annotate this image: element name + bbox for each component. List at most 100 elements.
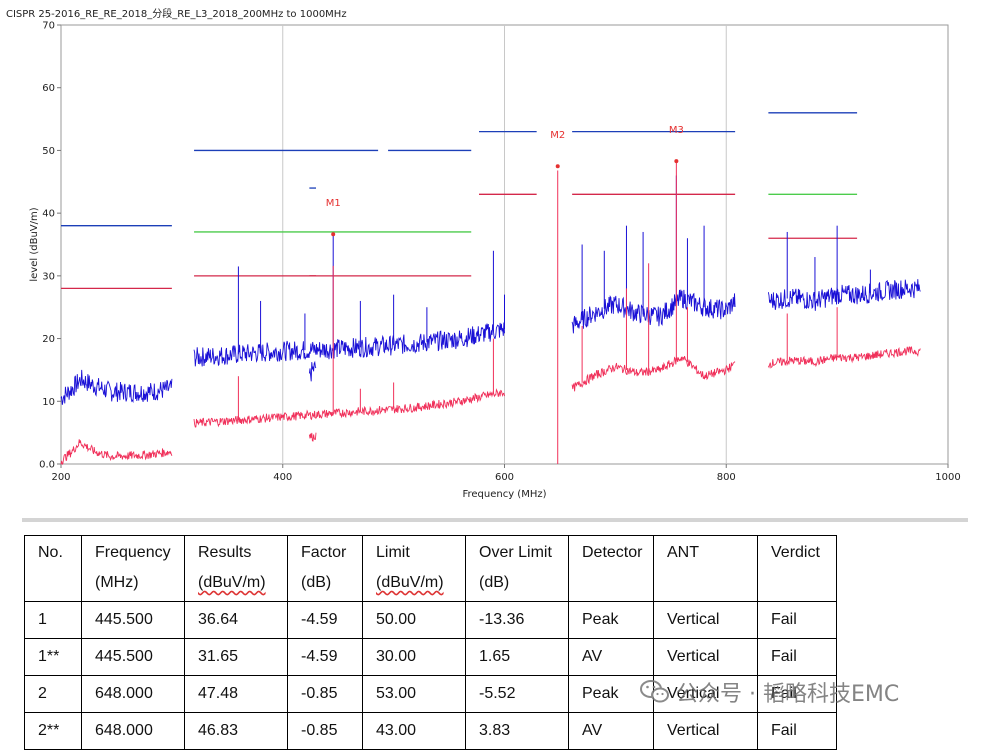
marker-label: M3 — [669, 125, 684, 136]
table-cell: 53.00 — [362, 675, 466, 713]
y-tick-label: 20 — [42, 334, 55, 345]
marker-point — [555, 164, 560, 169]
table-cell: Vertical — [653, 638, 758, 676]
column-header-title: Frequency — [95, 544, 171, 561]
table-cell: Peak — [568, 601, 654, 639]
table-cell: 2 — [24, 675, 82, 713]
table-cell: 31.65 — [184, 638, 288, 676]
column-header-title: ANT — [667, 544, 699, 561]
table-cell: 1 — [24, 601, 82, 639]
x-axis-label: Frequency (MHz) — [462, 489, 546, 500]
peak-trace-segment — [60, 369, 173, 405]
emission-chart: 200 400 600 800 1000 0.0 10 20 30 40 50 60 70 Frequen… — [29, 21, 961, 501]
table-cell: AV — [568, 638, 654, 676]
column-header: ANT — [653, 535, 758, 602]
table-cell: 50.00 — [362, 601, 466, 639]
column-header: Factor (dB) — [287, 535, 363, 602]
table-cell: -4.59 — [287, 638, 363, 676]
table-cell: Fail — [757, 601, 837, 639]
column-header: Verdict — [757, 535, 837, 602]
table-cell: -0.85 — [287, 675, 363, 713]
column-header-title: Factor — [301, 544, 347, 561]
table-cell: Fail — [757, 675, 837, 713]
table-cell: AV — [568, 712, 654, 750]
table-cell: 445.500 — [81, 638, 185, 676]
y-tick-label: 0.0 — [39, 460, 55, 471]
table-header-row: No. Frequency (MHz) Results (dBuV/m) Factor (d… — [24, 535, 837, 602]
column-header-title: No. — [38, 544, 63, 561]
table-row: 1 445.500 36.64 -4.59 50.00 -13.36 Peak Vertica… — [24, 601, 837, 639]
watermark-text: 公众号 · 韬略科技EMC — [676, 682, 900, 707]
average-trace-segment — [193, 388, 505, 428]
column-header-title: Over Limit — [479, 544, 552, 561]
table-cell: 648.000 — [81, 712, 185, 750]
column-header-title: Results — [198, 544, 252, 561]
peak-trace-segment — [308, 360, 317, 382]
x-tick-label: 400 — [273, 472, 292, 483]
marker-point — [674, 159, 679, 164]
y-tick-label: 50 — [42, 146, 55, 157]
table-cell: -4.59 — [287, 601, 363, 639]
column-header: Limit (dBuV/m) — [362, 535, 466, 602]
table-cell: 445.500 — [81, 601, 185, 639]
table-cell: 47.48 — [184, 675, 288, 713]
table-row: 1** 445.500 31.65 -4.59 30.00 1.65 AV Vertical F… — [24, 638, 837, 676]
column-header-title: Verdict — [771, 544, 820, 561]
chart-title: CISPR 25-2016_RE_RE_2018_分段_RE_L3_2018_2… — [6, 9, 347, 20]
table-cell: 648.000 — [81, 675, 185, 713]
table-cell: 2** — [24, 712, 82, 750]
table-cell: Vertical — [653, 712, 758, 750]
table-cell: 30.00 — [362, 638, 466, 676]
peak-trace-segment — [767, 279, 921, 311]
table-cell: 1** — [24, 638, 82, 676]
column-header: No. — [24, 535, 82, 602]
average-trace-segment — [571, 355, 736, 392]
column-header-title: Detector — [582, 544, 643, 561]
table-cell: Fail — [757, 638, 837, 676]
y-tick-label: 40 — [42, 209, 55, 220]
table-cell: -13.36 — [465, 601, 569, 639]
wechat-icon — [640, 680, 669, 703]
y-tick-label: 60 — [42, 83, 55, 94]
column-header: Over Limit (dB) — [465, 535, 569, 602]
column-header: Results (dBuV/m) — [184, 535, 288, 602]
table-cell: -5.52 — [465, 675, 569, 713]
column-header: Detector — [568, 535, 654, 602]
x-tick-label: 600 — [495, 472, 514, 483]
table-row: 2** 648.000 46.83 -0.85 43.00 3.83 AV Vertical F… — [24, 712, 837, 750]
marker-point — [331, 232, 336, 237]
results-table: No. Frequency (MHz) Results (dBuV/m) Factor (d… — [24, 535, 837, 750]
section-divider — [22, 518, 968, 522]
column-header-unit: (dBuV/m) — [376, 574, 444, 591]
y-tick-label: 10 — [42, 397, 55, 408]
peak-trace-segment — [571, 289, 736, 334]
x-tick-label: 200 — [51, 472, 70, 483]
table-cell: Vertical — [653, 675, 758, 713]
column-header-unit: (dB) — [301, 574, 332, 591]
column-header-unit: (MHz) — [95, 574, 139, 591]
table-cell: 1.65 — [465, 638, 569, 676]
column-header-unit: (dBuV/m) — [198, 574, 266, 591]
table-cell: 3.83 — [465, 712, 569, 750]
table-cell: 36.64 — [184, 601, 288, 639]
x-tick-label: 800 — [717, 472, 736, 483]
table-cell: Fail — [757, 712, 837, 750]
marker-label: M2 — [550, 130, 565, 141]
column-header-unit: (dB) — [479, 574, 510, 591]
watermark: 公众号 · 韬略科技EMC — [640, 676, 899, 708]
table-cell: 43.00 — [362, 712, 466, 750]
table-cell: -0.85 — [287, 712, 363, 750]
y-axis-label: level (dBuV/m) — [29, 207, 40, 281]
average-trace-segment — [60, 439, 173, 466]
column-header-title: Limit — [376, 544, 410, 561]
average-trace-segment — [767, 346, 921, 369]
x-tick-label: 1000 — [935, 472, 960, 483]
y-tick-label: 70 — [42, 21, 55, 32]
marker-label: M1 — [326, 198, 341, 209]
peak-trace-segment — [193, 322, 505, 367]
table-cell: 46.83 — [184, 712, 288, 750]
table-cell: Vertical — [653, 601, 758, 639]
average-trace-segment — [308, 432, 317, 442]
y-tick-label: 30 — [42, 271, 55, 282]
column-header: Frequency (MHz) — [81, 535, 185, 602]
